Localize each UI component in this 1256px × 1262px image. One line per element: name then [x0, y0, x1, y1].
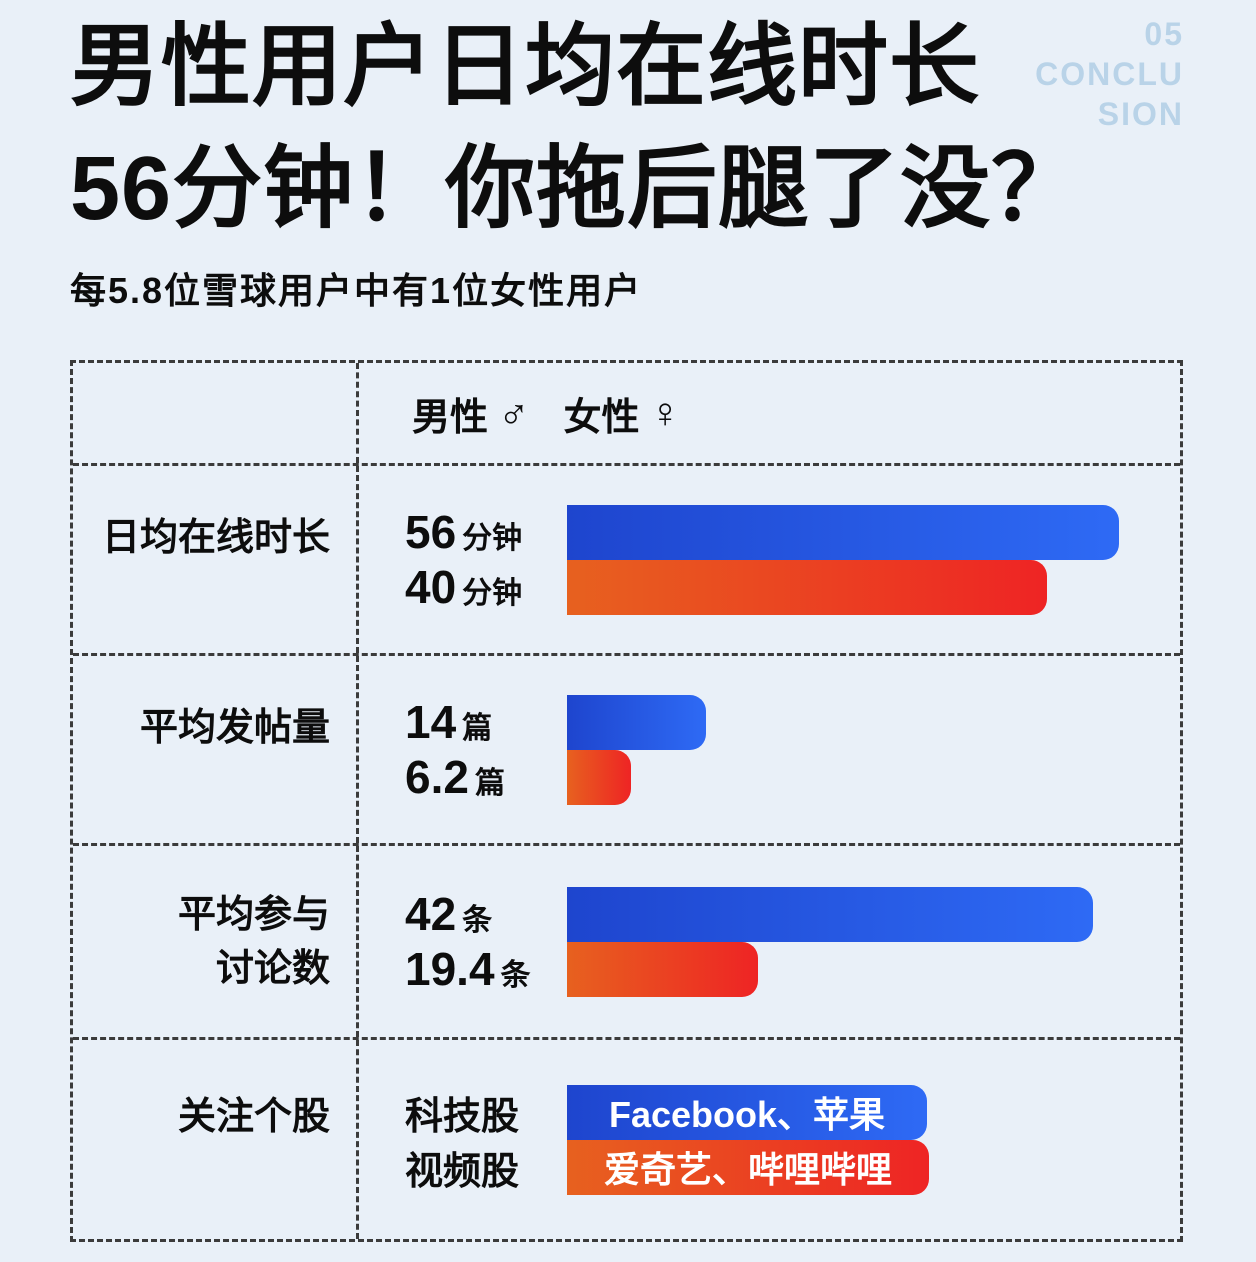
female-bar — [567, 559, 1047, 615]
male-value-label: 42 条 — [405, 888, 493, 940]
row-label: 日均在线时长 — [101, 517, 330, 559]
table-row-posts: 平均发帖量 14 篇 6.2 篇 — [73, 653, 1180, 843]
female-bar: 爱奇艺、哔哩哔哩 — [567, 1139, 929, 1195]
male-bar — [567, 886, 1093, 942]
male-value-label: 56 分钟 — [405, 506, 523, 558]
legend-female-label: 女性 — [563, 396, 640, 439]
female-group-label: 视频股 — [405, 1150, 520, 1193]
male-bar — [567, 694, 706, 750]
section-label-line-1: CONCLU — [1035, 56, 1184, 92]
table-row-online-time: 日均在线时长 56 分钟 40 分钟 — [73, 463, 1180, 653]
page-title-line-1: 男性用户日均在线时长 — [70, 17, 980, 117]
male-bar-text: Facebook、苹果 — [608, 1094, 886, 1135]
row-label: 关注个股 — [177, 1096, 330, 1138]
legend-row-empty-cell — [73, 363, 359, 463]
section-number: 05 — [1144, 16, 1184, 52]
table-row-discussions: 平均参与 讨论数 42 条 19.4 条 — [73, 843, 1180, 1037]
female-bar — [567, 749, 631, 805]
male-symbol-icon: ♂ — [498, 389, 530, 436]
female-value-label: 19.4 条 — [405, 943, 531, 995]
series-legend: 男性 ♂ 女性 ♀ — [359, 363, 1180, 463]
female-symbol-icon: ♀ — [649, 389, 682, 436]
female-value-label: 40 分钟 — [405, 561, 523, 613]
stats-table: 男性 ♂ 女性 ♀ 日均在线时长 56 分钟 — [70, 360, 1183, 1242]
female-value-label: 6.2 篇 — [405, 751, 505, 803]
legend-row: 男性 ♂ 女性 ♀ — [73, 363, 1180, 463]
legend-male-label: 男性 — [412, 396, 489, 439]
table-row-stocks: 关注个股 科技股 Facebook、苹果 视频股 爱奇艺、哔哩哔哩 — [73, 1037, 1180, 1239]
row-label: 平均参与 讨论数 — [177, 893, 330, 990]
male-bar — [567, 504, 1119, 560]
section-label-line-2: SION — [1097, 96, 1184, 132]
male-value-label: 14 篇 — [405, 696, 493, 748]
subtitle: 每5.8位雪球用户中有1位女性用户 — [70, 270, 643, 311]
female-bar-text: 爱奇艺、哔哩哔哩 — [603, 1149, 892, 1190]
page-title-line-2: 56分钟！你拖后腿了没？ — [70, 139, 1083, 239]
section-badge: 05 CONCLU SION — [1035, 14, 1184, 134]
male-group-label: 科技股 — [405, 1095, 520, 1138]
row-label: 平均发帖量 — [139, 707, 330, 749]
female-bar — [567, 941, 758, 997]
male-bar: Facebook、苹果 — [567, 1084, 927, 1140]
page-title: 男性用户日均在线时长 56分钟！你拖后腿了没？ — [70, 6, 1082, 250]
